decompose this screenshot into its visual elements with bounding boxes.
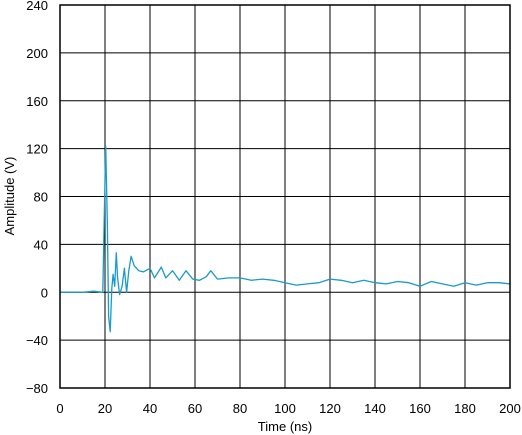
y-tick-label: 0 xyxy=(41,285,48,300)
x-axis-label: Time (ns) xyxy=(258,419,312,434)
series-line-group xyxy=(60,145,511,333)
y-tick-label: 80 xyxy=(34,190,48,205)
x-tick-label: 60 xyxy=(188,401,202,416)
x-tick-label: 120 xyxy=(319,401,341,416)
x-tick-label: 140 xyxy=(364,401,386,416)
x-tick-label: 40 xyxy=(143,401,157,416)
y-tick-label: 240 xyxy=(26,0,48,13)
x-tick-label: 0 xyxy=(56,401,63,416)
x-tick-label: 160 xyxy=(409,401,431,416)
plot-frame xyxy=(59,4,511,389)
y-tick-label: 120 xyxy=(26,142,48,157)
gridlines xyxy=(59,4,511,389)
x-tick-label: 200 xyxy=(499,401,521,416)
x-tick-label: 80 xyxy=(233,401,247,416)
y-tick-label: 160 xyxy=(26,94,48,109)
y-tick-label: −80 xyxy=(26,381,48,396)
y-tick-label: −40 xyxy=(26,333,48,348)
x-tick-label: 180 xyxy=(454,401,476,416)
x-tick-labels: 0 20 40 60 80 100 120 140 160 180 200 xyxy=(56,401,520,416)
y-axis-label: Amplitude (V) xyxy=(2,157,17,236)
x-tick-label: 100 xyxy=(274,401,296,416)
y-tick-label: 40 xyxy=(34,237,48,252)
series-line-0 xyxy=(60,145,511,333)
x-tick-label: 20 xyxy=(98,401,112,416)
y-tick-label: 200 xyxy=(26,46,48,61)
y-tick-labels: −80 −40 0 40 80 120 160 200 240 xyxy=(26,0,48,396)
